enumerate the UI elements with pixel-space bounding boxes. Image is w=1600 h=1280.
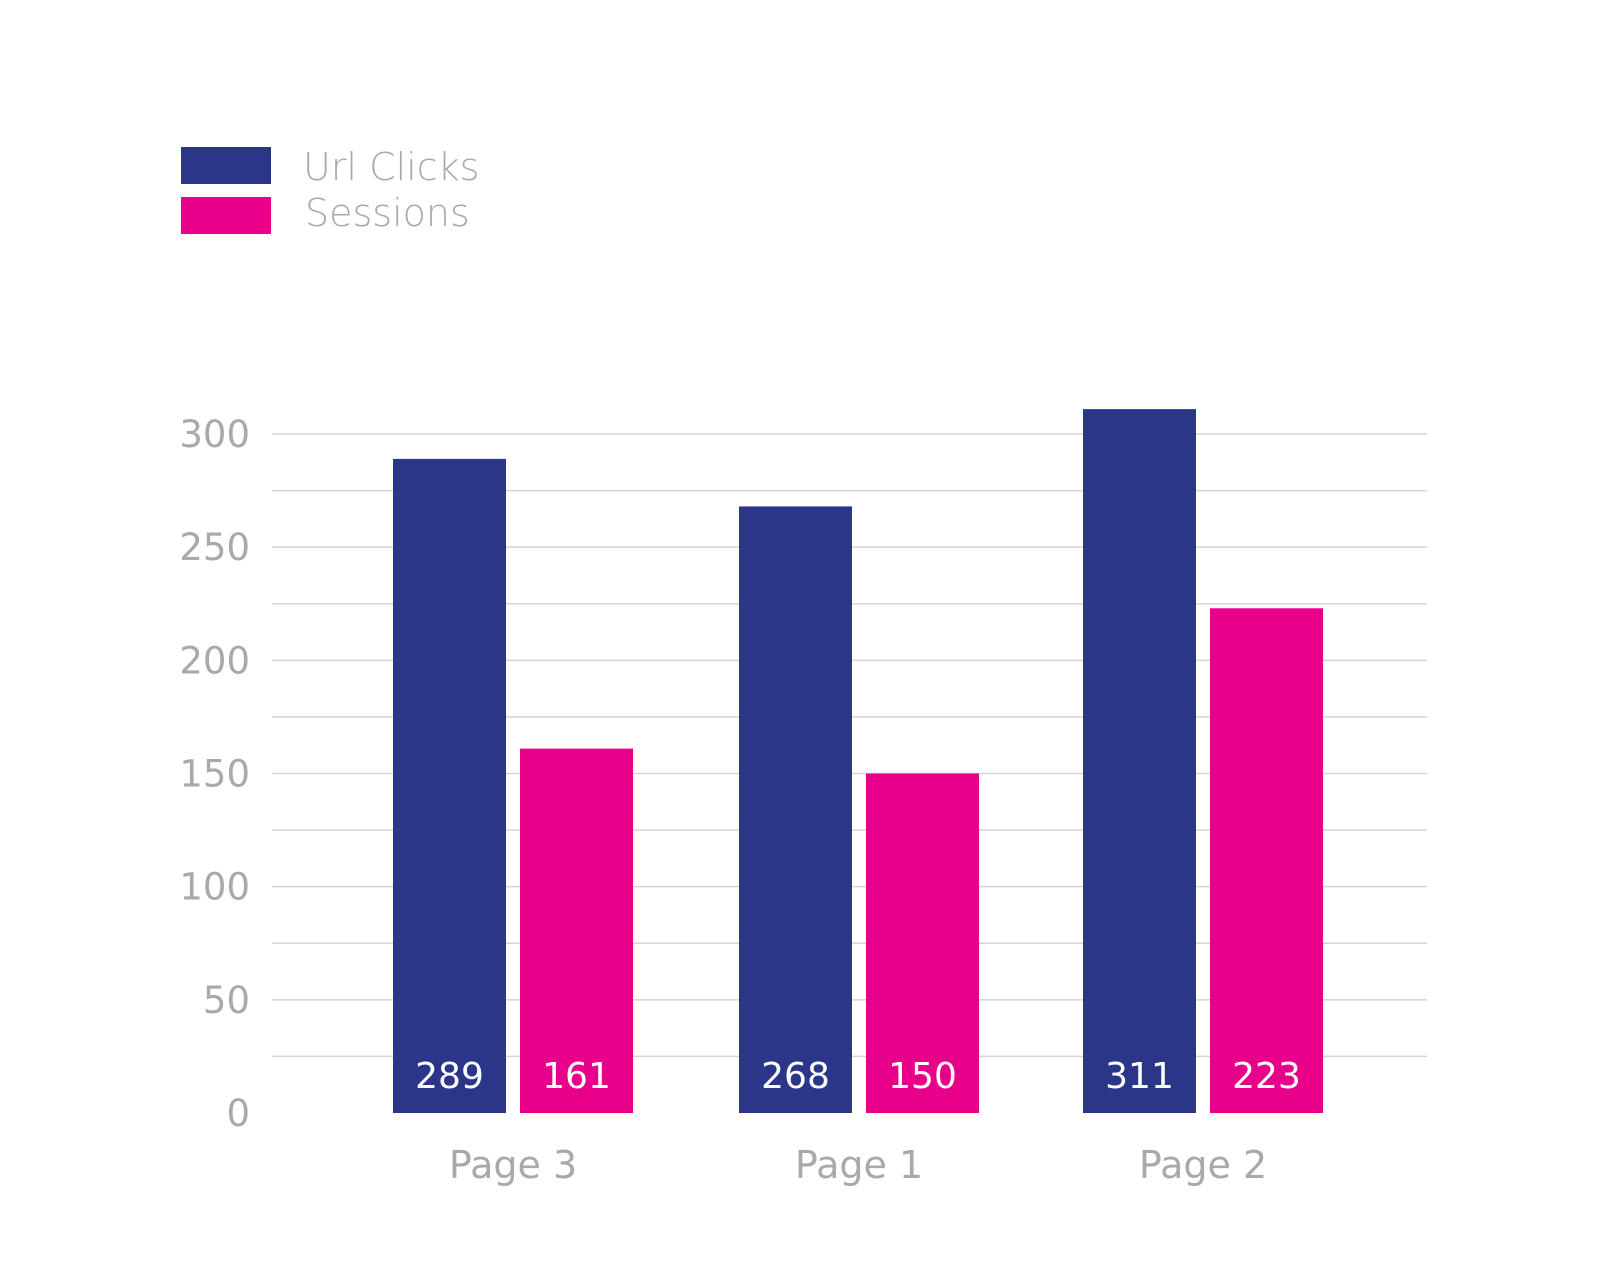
y-axis: 0 50 100 150 200 250 300 bbox=[179, 413, 250, 1135]
bar-sessions-page-2 bbox=[1210, 608, 1323, 1113]
y-tick-0: 0 bbox=[226, 1092, 250, 1135]
bar-url-clicks-page-2 bbox=[1083, 409, 1196, 1113]
y-tick-50: 50 bbox=[203, 979, 250, 1022]
x-axis: Page 3 Page 1 Page 2 bbox=[449, 1143, 1267, 1187]
value-labels: 289 161 268 150 311 223 bbox=[415, 1056, 1301, 1097]
x-tick-page-1: Page 1 bbox=[795, 1143, 923, 1187]
y-tick-150: 150 bbox=[179, 753, 250, 796]
x-tick-page-3: Page 3 bbox=[449, 1143, 577, 1187]
value-label-sessions-page-1: 150 bbox=[888, 1056, 957, 1097]
bar-sessions-page-3 bbox=[520, 748, 633, 1113]
value-label-sessions-page-3: 161 bbox=[542, 1056, 611, 1097]
y-tick-300: 300 bbox=[179, 413, 250, 456]
legend-swatch-url-clicks bbox=[181, 147, 271, 184]
value-label-sessions-page-2: 223 bbox=[1232, 1056, 1301, 1097]
value-label-url-clicks-page-3: 289 bbox=[415, 1056, 484, 1097]
y-tick-200: 200 bbox=[179, 639, 250, 682]
y-tick-250: 250 bbox=[179, 526, 250, 569]
value-label-url-clicks-page-2: 311 bbox=[1105, 1056, 1174, 1097]
value-label-url-clicks-page-1: 268 bbox=[761, 1056, 830, 1097]
bar-url-clicks-page-3 bbox=[393, 458, 506, 1113]
bar-sessions-page-1 bbox=[866, 773, 979, 1113]
legend-label-url-clicks: Url Clicks bbox=[303, 145, 479, 189]
legend-label-sessions: Sessions bbox=[305, 191, 470, 235]
y-tick-100: 100 bbox=[179, 866, 250, 909]
bars bbox=[393, 409, 1323, 1114]
x-tick-page-2: Page 2 bbox=[1139, 1143, 1267, 1187]
bar-url-clicks-page-1 bbox=[739, 506, 852, 1114]
legend-swatch-sessions bbox=[181, 197, 271, 234]
